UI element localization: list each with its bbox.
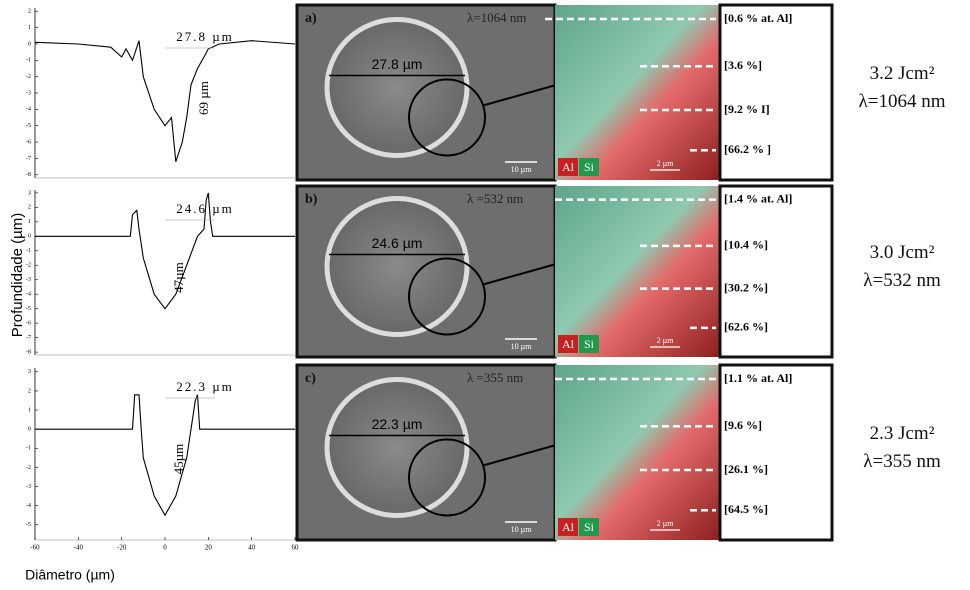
- depth-annotation: 47µm: [171, 262, 186, 293]
- composition: [10.4 %]: [724, 238, 768, 252]
- scale-eds: 2 µm: [657, 159, 675, 168]
- x-tick-label: -60: [30, 544, 40, 552]
- width-annotation: 27.8 µm: [176, 29, 234, 44]
- profile-line: [35, 41, 295, 162]
- al-label: Al: [562, 337, 575, 351]
- eds-image: [555, 365, 720, 540]
- composition: [30.2 %]: [724, 280, 768, 294]
- y-tick-label: -3: [26, 90, 31, 96]
- x-tick-label: 20: [205, 544, 213, 552]
- scale-eds: 2 µm: [657, 519, 675, 528]
- y-tick-label: -1: [26, 446, 31, 452]
- fluence: 2.3 Jcm²: [870, 423, 935, 444]
- si-label: Si: [584, 520, 595, 534]
- figure: Profundidade (µm) Diâmetro (µm) 2 1 0 -1 -2 -…: [0, 0, 970, 585]
- y-tick-label: -8: [26, 172, 31, 178]
- depth-annotation: 45µm: [171, 444, 186, 475]
- y-tick-label: -6: [26, 139, 31, 145]
- y-tick-label: -3: [26, 484, 31, 490]
- eds-image: [555, 5, 720, 180]
- y-tick-label: -2: [26, 263, 31, 269]
- x-axis-label: Diâmetro (µm): [25, 567, 115, 583]
- crater: [327, 199, 467, 335]
- composition: [3.6 %]: [724, 58, 762, 72]
- x-tick-label: -40: [74, 544, 84, 552]
- scale-sem: 10 µm: [511, 342, 533, 351]
- profile-line: [35, 193, 295, 309]
- al-label: Al: [562, 160, 575, 174]
- lambda: λ=355 nm: [863, 451, 941, 472]
- diameter: 27.8 µm: [372, 56, 423, 72]
- composition: [62.6 %]: [724, 320, 768, 334]
- crater: [327, 380, 467, 516]
- y-tick-label: -2: [26, 465, 31, 471]
- x-tick-label: 60: [292, 544, 300, 552]
- y-tick-label: 1: [28, 219, 31, 225]
- y-tick-label: -5: [26, 522, 31, 528]
- y-tick-label: 3: [28, 190, 31, 196]
- composition: [9.2 % I]: [724, 102, 770, 116]
- y-tick-label: 2: [28, 205, 31, 211]
- panel-label: b): [305, 192, 318, 207]
- width-annotation: 22.3 µm: [176, 379, 234, 394]
- y-tick-label: 0: [28, 427, 31, 433]
- y-tick-label: 0: [28, 41, 31, 47]
- fluence: 3.2 Jcm²: [870, 63, 935, 84]
- wavelength: λ =355 nm: [467, 370, 523, 385]
- y-tick-label: 3: [28, 369, 31, 375]
- eds-image: [555, 186, 720, 357]
- y-tick-label: -2: [26, 74, 31, 80]
- lambda: λ=1064 nm: [859, 91, 946, 112]
- diameter: 24.6 µm: [372, 235, 423, 251]
- y-tick-label: -7: [26, 156, 31, 162]
- scale-eds: 2 µm: [657, 336, 675, 345]
- x-tick-label: 40: [248, 544, 256, 552]
- diameter: 22.3 µm: [372, 416, 423, 432]
- fluence: 3.0 Jcm²: [870, 242, 935, 263]
- x-tick-label: -20: [117, 544, 127, 552]
- y-tick-label: 1: [28, 407, 31, 413]
- y-tick-label: -4: [26, 107, 31, 113]
- y-tick-label: -3: [26, 277, 31, 283]
- y-tick-label: -4: [26, 503, 31, 509]
- y-tick-label: 2: [28, 388, 31, 394]
- si-label: Si: [584, 160, 595, 174]
- scale-sem: 10 µm: [511, 525, 533, 534]
- width-annotation: 24.6 µm: [176, 201, 234, 216]
- y-tick-label: 2: [28, 9, 31, 15]
- y-tick-label: -4: [26, 292, 31, 298]
- y-tick-label: -7: [26, 335, 31, 341]
- profile-line: [35, 395, 295, 515]
- composition: [1.4 % at. Al]: [724, 191, 792, 205]
- y-tick-label: -1: [26, 58, 31, 64]
- panel-label: a): [305, 11, 317, 26]
- y-tick-label: -1: [26, 248, 31, 254]
- y-tick-label: 0: [28, 234, 31, 240]
- wavelength: λ =532 nm: [467, 191, 523, 206]
- y-tick-label: -6: [26, 321, 31, 327]
- scale-sem: 10 µm: [511, 165, 533, 174]
- composition: [66.2 % ]: [724, 142, 771, 156]
- y-axis-label: Profundidade (µm): [9, 213, 26, 338]
- y-tick-label: -5: [26, 306, 31, 312]
- depth-annotation: 69 µm: [196, 81, 211, 115]
- composition: [26.1 %]: [724, 462, 768, 476]
- composition: [1.1 % at. Al]: [724, 371, 792, 385]
- y-tick-label: 1: [28, 25, 31, 31]
- lambda: λ=532 nm: [863, 270, 941, 291]
- composition: [64.5 %]: [724, 502, 768, 516]
- y-tick-label: -8: [26, 349, 31, 355]
- crater: [327, 20, 467, 156]
- y-tick-label: -5: [26, 123, 31, 129]
- panel-label: c): [305, 371, 316, 386]
- x-tick-label: 0: [163, 544, 167, 552]
- al-label: Al: [562, 520, 575, 534]
- composition: [9.6 %]: [724, 418, 762, 432]
- composition: [0.6 % at. Al]: [724, 11, 792, 25]
- si-label: Si: [584, 337, 595, 351]
- wavelength: λ=1064 nm: [467, 10, 527, 25]
